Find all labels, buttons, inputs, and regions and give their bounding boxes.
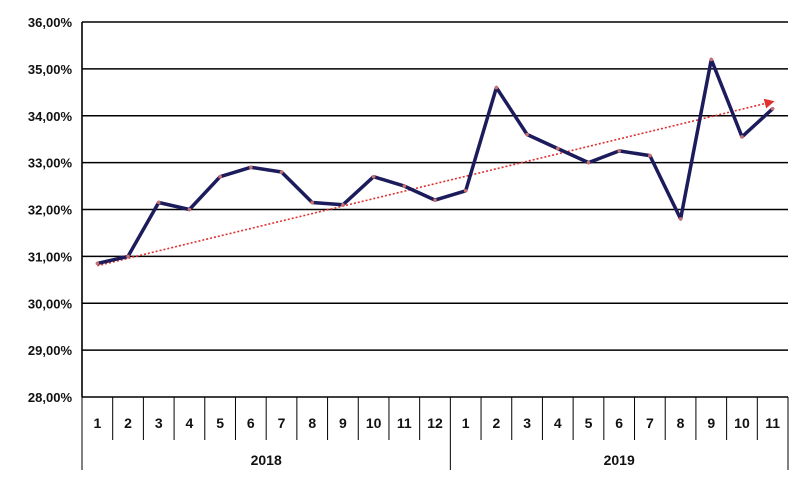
data-point — [494, 85, 499, 90]
y-axis-tick-labels: 28,00% 29,00% 30,00% 31,00% 32,00% 33,00% 34,0… — [28, 15, 73, 405]
data-point — [310, 200, 315, 205]
x-tick-label: 4 — [554, 415, 562, 431]
x-tick-label: 6 — [615, 415, 623, 431]
x-tick-label: 3 — [155, 415, 163, 431]
y-tick-label: 31,00% — [28, 249, 73, 264]
x-tick-label: 4 — [186, 415, 194, 431]
x-group-label: 2019 — [604, 452, 635, 468]
x-tick-label: 11 — [765, 415, 780, 431]
data-point — [770, 106, 775, 111]
data-point — [648, 153, 652, 158]
data-point — [463, 188, 468, 193]
x-tick-label: 9 — [339, 415, 347, 431]
x-tick-label: 8 — [677, 415, 685, 431]
series-line — [96, 57, 774, 266]
data-point — [555, 146, 560, 151]
trendline — [97, 98, 775, 267]
data-point — [402, 184, 407, 188]
data-point — [279, 170, 284, 174]
data-point — [617, 149, 621, 153]
y-tick-label: 33,00% — [28, 156, 73, 171]
x-tick-label: 5 — [585, 415, 593, 431]
data-point — [586, 160, 591, 165]
data-point — [249, 165, 253, 170]
x-tick-label: 2 — [492, 415, 500, 431]
y-tick-label: 29,00% — [28, 343, 73, 358]
data-series — [95, 57, 775, 266]
data-point — [218, 174, 222, 179]
x-tick-label: 12 — [427, 415, 443, 431]
trendline-arrow — [97, 98, 775, 267]
data-point — [187, 207, 192, 212]
x-tick-label: 1 — [462, 415, 470, 431]
y-tick-label: 32,00% — [28, 203, 73, 218]
x-tick-label: 11 — [397, 415, 412, 431]
y-tick-label: 30,00% — [28, 296, 73, 311]
data-point — [371, 174, 376, 179]
data-point — [95, 261, 100, 266]
x-tick-label: 6 — [247, 415, 255, 431]
data-point — [525, 132, 529, 137]
data-point — [678, 217, 683, 221]
y-tick-label: 35,00% — [28, 62, 73, 77]
x-tick-label: 5 — [216, 415, 224, 431]
x-group-label: 2018 — [251, 452, 282, 468]
y-tick-label: 34,00% — [28, 109, 73, 124]
y-tick-label: 36,00% — [28, 15, 73, 30]
y-tick-label: 28,00% — [28, 390, 73, 405]
x-tick-label: 7 — [278, 415, 286, 431]
x-tick-label: 8 — [308, 415, 316, 431]
x-tick-label: 2 — [124, 415, 132, 431]
data-point — [156, 200, 161, 205]
x-tick-label: 1 — [93, 415, 101, 431]
data-point — [341, 203, 345, 207]
data-point — [709, 57, 714, 62]
x-tick-label: 10 — [734, 415, 750, 431]
x-tick-label: 3 — [523, 415, 531, 431]
x-tick-label: 9 — [707, 415, 715, 431]
data-point — [433, 198, 437, 202]
x-tick-label: 10 — [366, 415, 382, 431]
data-point — [740, 135, 744, 139]
gridlines — [81, 21, 788, 398]
x-tick-label: 7 — [646, 415, 654, 431]
data-point — [126, 254, 130, 259]
